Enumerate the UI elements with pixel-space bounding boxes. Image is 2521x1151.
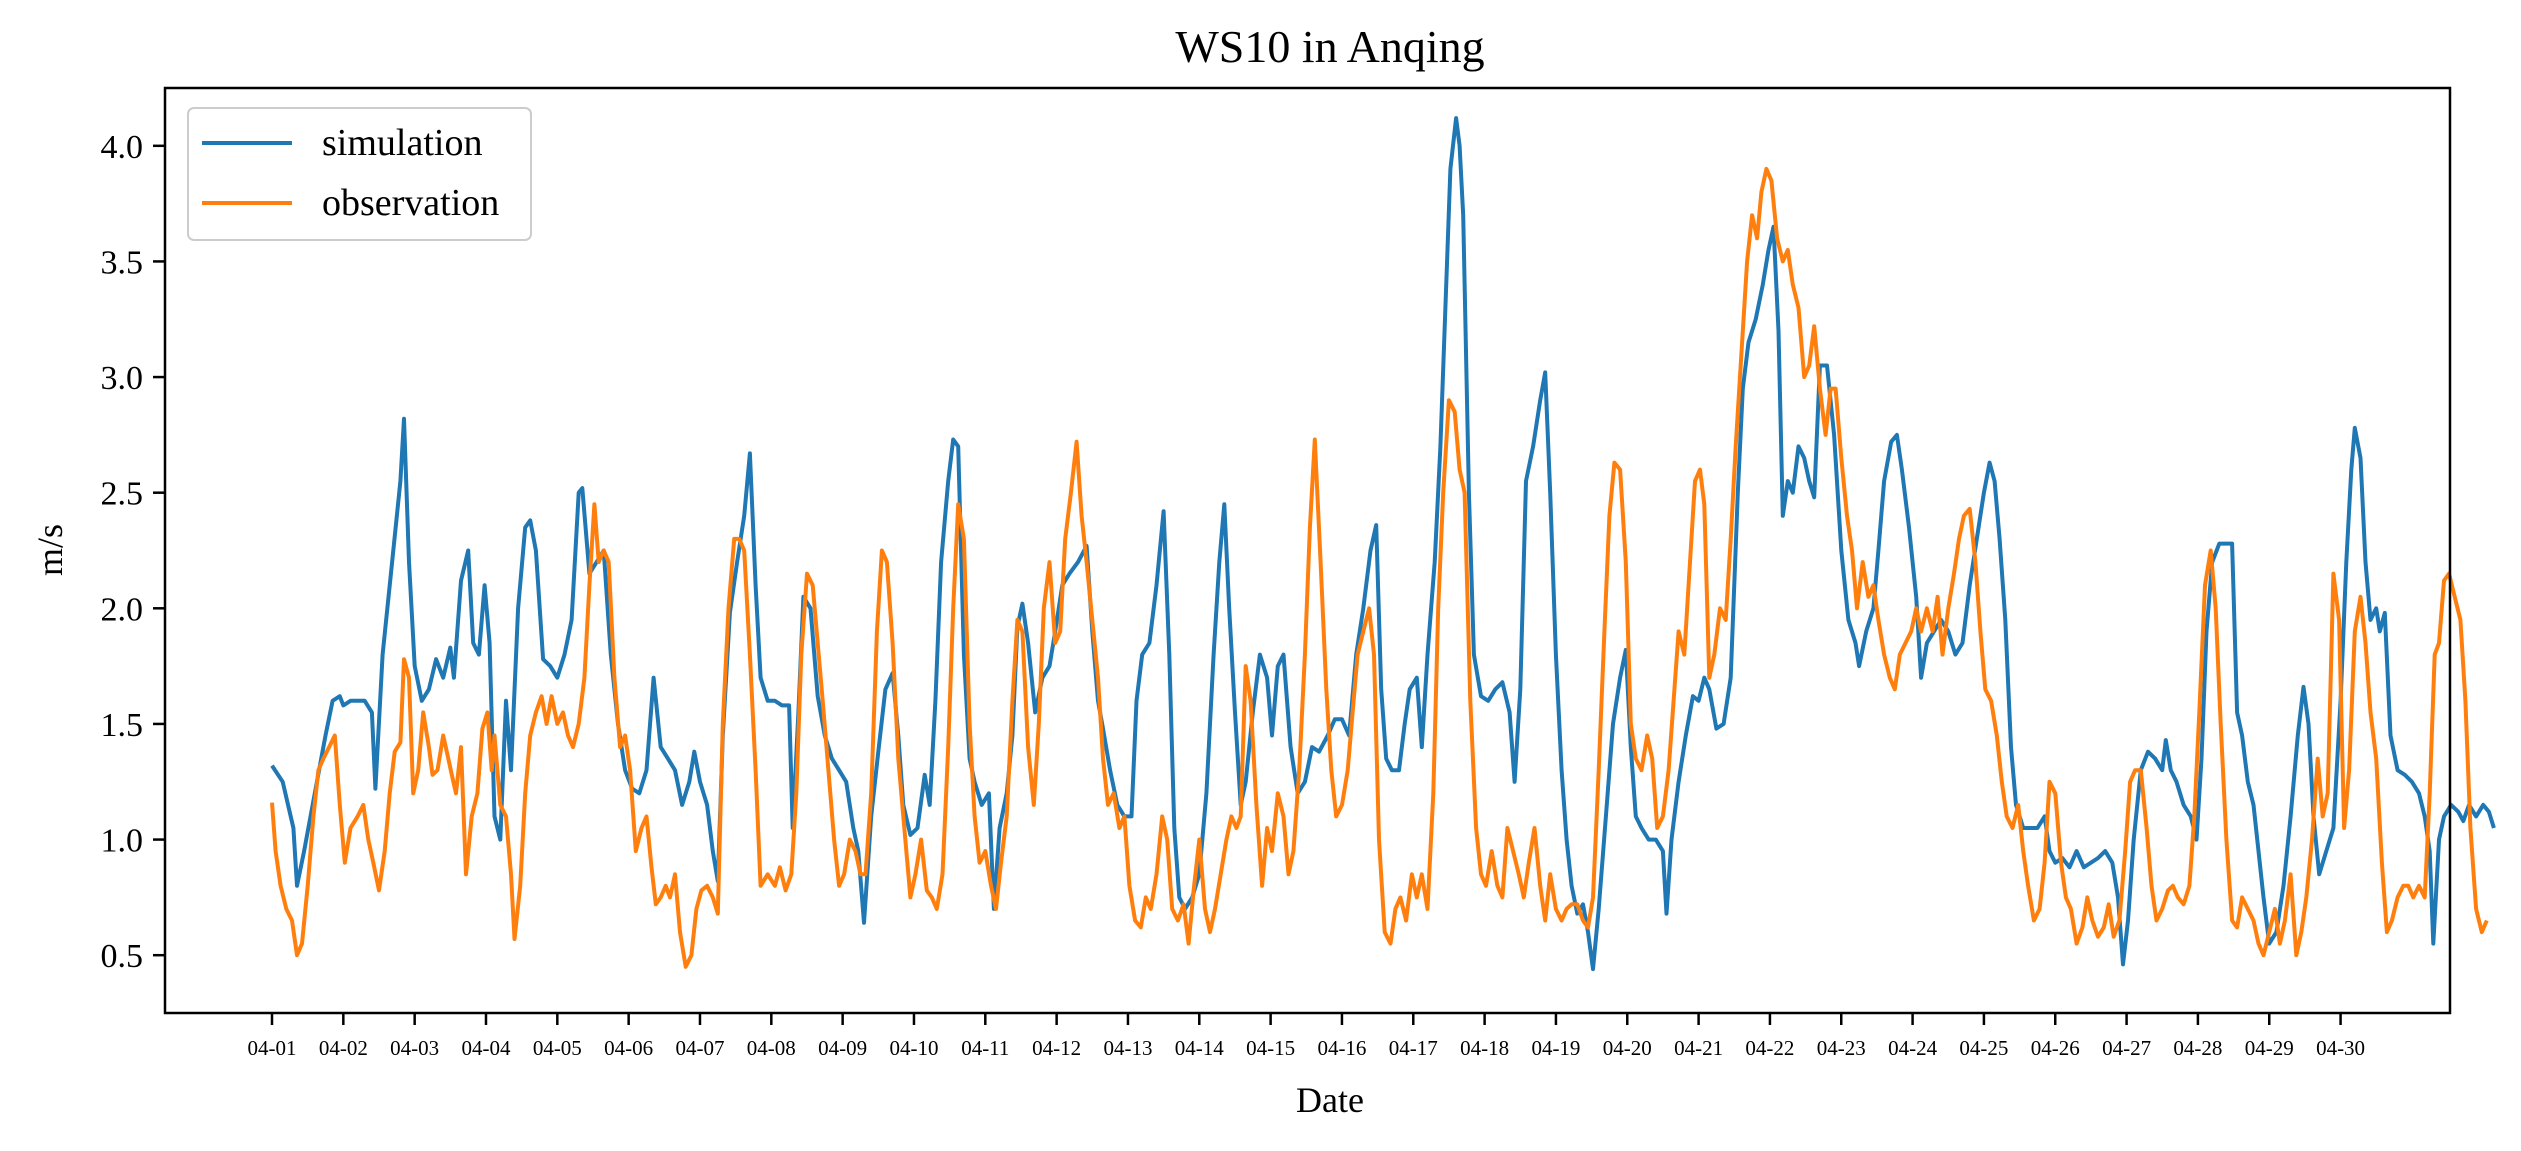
- y-tick-label: 4.0: [101, 129, 144, 166]
- y-tick-label: 3.0: [101, 360, 144, 397]
- x-tick-label: 04-19: [1531, 1036, 1580, 1060]
- y-tick-label: 0.5: [101, 938, 144, 975]
- series-line-observation: [270, 166, 2489, 969]
- x-tick-label: 04-08: [747, 1036, 796, 1060]
- x-tick-label: 04-11: [961, 1036, 1009, 1060]
- x-tick-label: 04-21: [1674, 1036, 1723, 1060]
- x-tick-label: 04-30: [2316, 1036, 2365, 1060]
- x-tick-label: 04-22: [1745, 1036, 1794, 1060]
- series-layer: [270, 116, 2496, 972]
- legend: simulation observation: [187, 107, 532, 241]
- series-line-simulation: [270, 116, 2496, 972]
- y-tick-label: 2.5: [101, 476, 144, 513]
- x-tick-label: 04-02: [319, 1036, 368, 1060]
- x-tick-label: 04-05: [533, 1036, 582, 1060]
- x-tick-label: 04-15: [1246, 1036, 1295, 1060]
- x-tick-label: 04-20: [1603, 1036, 1652, 1060]
- y-tick-label: 1.5: [101, 707, 144, 744]
- x-tick-label: 04-14: [1175, 1036, 1224, 1060]
- x-tick-label: 04-29: [2245, 1036, 2294, 1060]
- legend-label-simulation: simulation: [322, 122, 482, 164]
- y-axis: 0.5 1.0 1.5 2.0 2.5 3.0 3.5 4.0: [101, 129, 165, 975]
- chart-title: WS10 in Anqing: [1175, 21, 1484, 72]
- y-tick-label: 3.5: [101, 244, 144, 281]
- x-tick-label: 04-06: [604, 1036, 653, 1060]
- x-tick-label: 04-16: [1317, 1036, 1366, 1060]
- plot-frame: [163, 86, 2452, 1015]
- x-tick-label: 04-09: [818, 1036, 867, 1060]
- x-tick-label: 04-18: [1460, 1036, 1509, 1060]
- x-tick-label: 04-24: [1888, 1036, 1937, 1060]
- y-tick-label: 1.0: [101, 823, 144, 860]
- x-tick-label: 04-03: [390, 1036, 439, 1060]
- x-axis-label: Date: [1296, 1080, 1364, 1120]
- x-tick-label: 04-12: [1032, 1036, 1081, 1060]
- x-tick-label: 04-26: [2031, 1036, 2080, 1060]
- x-tick-label: 04-13: [1103, 1036, 1152, 1060]
- x-axis: 04-01 04-02 04-03 04-04 04-05 04-06 04-07 04-08…: [248, 1013, 2365, 1060]
- x-tick-label: 04-01: [248, 1036, 297, 1060]
- y-axis-label: m/s: [30, 524, 70, 576]
- x-tick-label: 04-07: [675, 1036, 724, 1060]
- x-tick-label: 04-17: [1389, 1036, 1438, 1060]
- x-tick-label: 04-23: [1817, 1036, 1866, 1060]
- x-tick-label: 04-25: [1959, 1036, 2008, 1060]
- x-tick-label: 04-28: [2173, 1036, 2222, 1060]
- legend-label-observation: observation: [322, 182, 499, 224]
- y-tick-label: 2.0: [101, 591, 144, 628]
- x-tick-label: 04-10: [889, 1036, 938, 1060]
- x-tick-label: 04-04: [461, 1036, 510, 1060]
- x-tick-label: 04-27: [2102, 1036, 2151, 1060]
